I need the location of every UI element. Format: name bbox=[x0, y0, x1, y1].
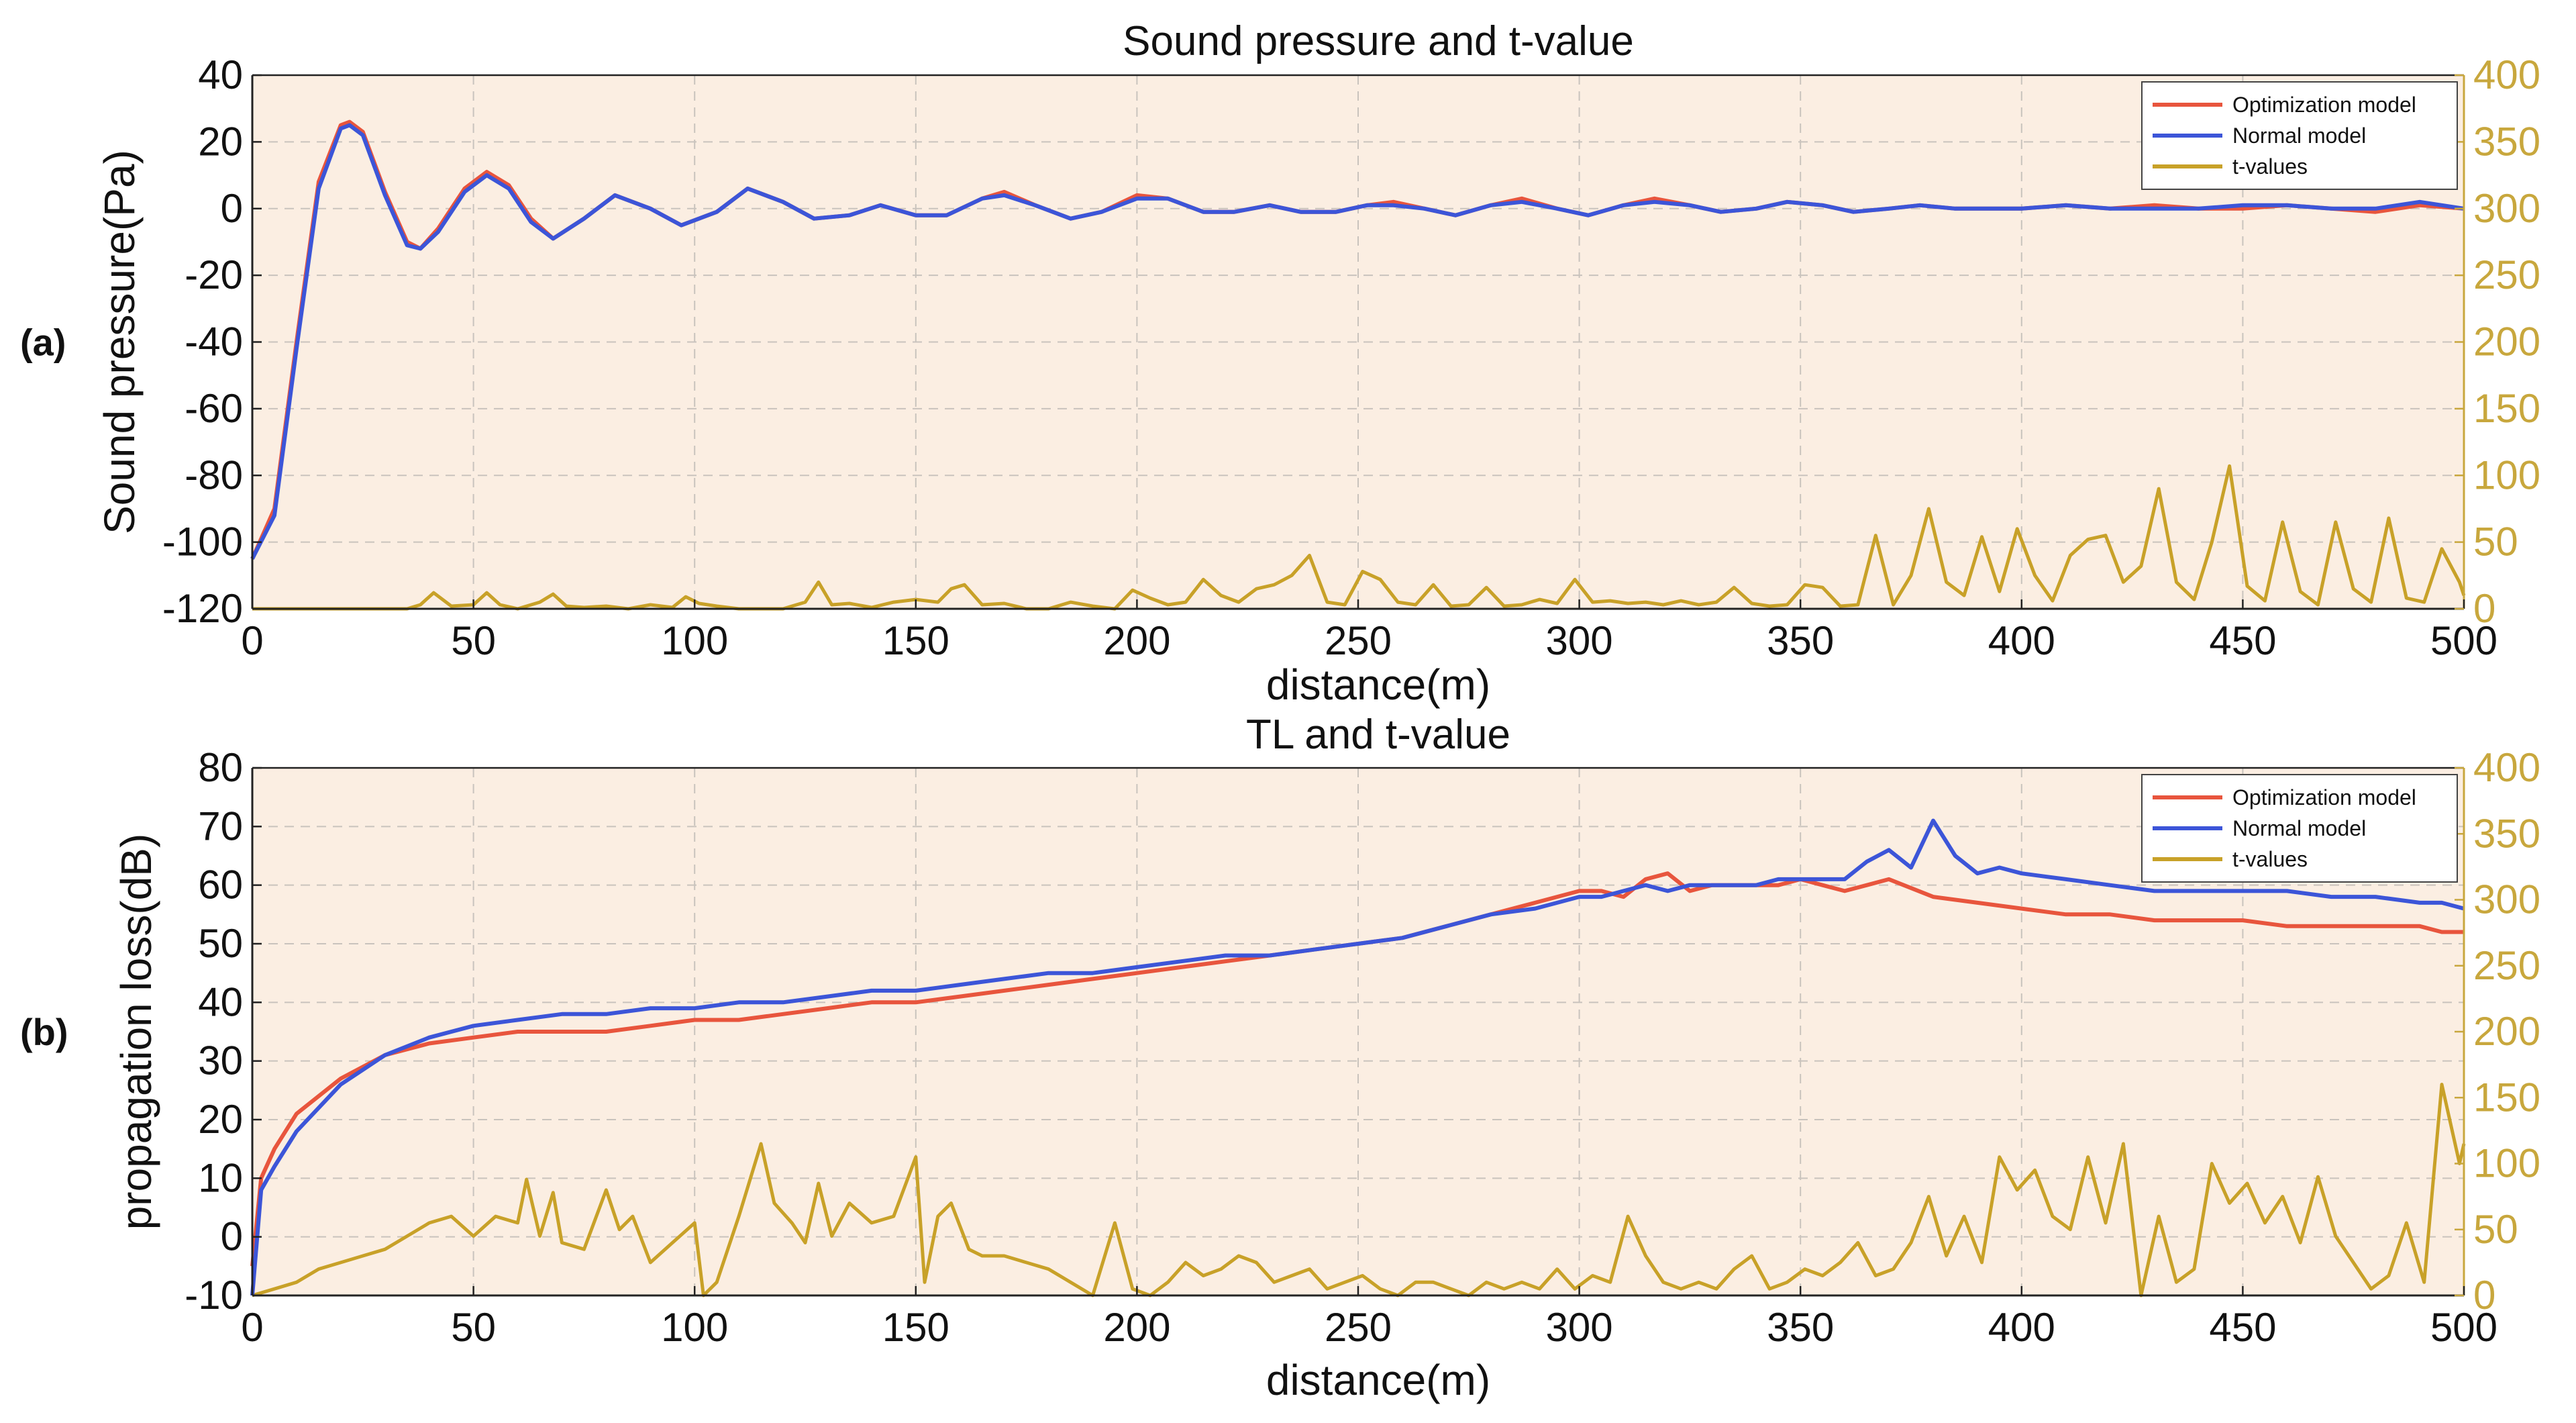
y2-tick-label: 50 bbox=[2473, 520, 2518, 565]
chart-title: Sound pressure and t-value bbox=[1123, 18, 1634, 64]
x-tick-label: 400 bbox=[1988, 618, 2055, 663]
x-tick-label: 100 bbox=[661, 1305, 728, 1350]
legend: Optimization model Normal model t-values bbox=[2141, 774, 2458, 883]
y-tick-label: -80 bbox=[185, 452, 243, 497]
x-tick-label: 50 bbox=[451, 1305, 496, 1350]
y2-tick-label: 150 bbox=[2473, 386, 2540, 431]
x-tick-label: 0 bbox=[241, 618, 263, 663]
y-tick-label: 30 bbox=[198, 1038, 243, 1083]
x-tick-label: 350 bbox=[1767, 1305, 1834, 1350]
y2-tick-label: 250 bbox=[2473, 252, 2540, 297]
y2-tick-label: 250 bbox=[2473, 943, 2540, 988]
y2-tick-label: 300 bbox=[2473, 186, 2540, 231]
x-tick-label: 100 bbox=[661, 618, 728, 663]
series-line-normal-model bbox=[250, 818, 2465, 1296]
y2-tick-label: 0 bbox=[2473, 586, 2495, 631]
x-tick-label: 250 bbox=[1325, 618, 1392, 663]
y2-tick-label: 200 bbox=[2473, 1009, 2540, 1054]
x-axis-label: distance(m) bbox=[1266, 1356, 1490, 1404]
y-axis-label: propagation loss(dB) bbox=[112, 834, 160, 1230]
x-tick-label: 450 bbox=[2209, 1305, 2276, 1350]
x-tick-label: 150 bbox=[882, 618, 949, 663]
legend-label: Optimization model bbox=[2232, 93, 2416, 117]
x-tick-label: 450 bbox=[2209, 618, 2276, 663]
x-tick-label: 200 bbox=[1103, 618, 1170, 663]
panel-label: (a) bbox=[20, 322, 66, 364]
y-tick-label: 0 bbox=[221, 1214, 243, 1259]
y2-tick-label: 150 bbox=[2473, 1075, 2540, 1120]
y-tick-label: -60 bbox=[185, 386, 243, 431]
x-tick-label: 200 bbox=[1103, 1305, 1170, 1350]
y2-tick-label: 100 bbox=[2473, 1141, 2540, 1186]
panel-b: 0 50 100 150 200 250 300 350 400 450 500-100102030… bbox=[20, 712, 2540, 1404]
y2-tick-label: 50 bbox=[2473, 1207, 2518, 1252]
x-axis-label: distance(m) bbox=[1266, 660, 1490, 709]
x-tick-label: 500 bbox=[2430, 618, 2497, 663]
chart-title: TL and t-value bbox=[1246, 712, 1510, 758]
x-tick-label: 150 bbox=[882, 1305, 949, 1350]
legend-label: t-values bbox=[2232, 154, 2308, 179]
x-tick-label: 0 bbox=[241, 1305, 263, 1350]
panel-a: 0 50 100 150 200 250 300 350 400 450 500-120-100-8… bbox=[20, 18, 2540, 709]
y-tick-label: -20 bbox=[185, 252, 243, 297]
y2-tick-label: 350 bbox=[2473, 119, 2540, 164]
y-tick-label: 40 bbox=[198, 52, 243, 97]
y2-tick-label: 400 bbox=[2473, 52, 2540, 97]
y-tick-label: -40 bbox=[185, 320, 243, 364]
y2-tick-label: 0 bbox=[2473, 1273, 2495, 1318]
y2-tick-label: 200 bbox=[2473, 320, 2540, 364]
legend: Optimization model Normal model t-values bbox=[2141, 81, 2458, 190]
y-tick-label: 70 bbox=[198, 803, 243, 848]
y-axis-label: Sound pressure(Pa) bbox=[95, 150, 144, 534]
series-line-t-values bbox=[252, 464, 2466, 611]
y-tick-label: 60 bbox=[198, 863, 243, 907]
y2-tick-label: 350 bbox=[2473, 811, 2540, 856]
y-tick-label: -10 bbox=[185, 1273, 243, 1318]
x-tick-label: 300 bbox=[1546, 1305, 1613, 1350]
y-tick-label: 50 bbox=[198, 921, 243, 966]
legend-label: Optimization model bbox=[2232, 785, 2416, 809]
x-tick-label: 300 bbox=[1546, 618, 1613, 663]
y2-tick-label: 100 bbox=[2473, 452, 2540, 497]
y-tick-label: 20 bbox=[198, 1097, 243, 1142]
y-tick-label: 40 bbox=[198, 979, 243, 1024]
x-tick-label: 500 bbox=[2430, 1305, 2497, 1350]
series-line-t-values bbox=[252, 1083, 2466, 1297]
series-line-normal-model bbox=[250, 123, 2465, 560]
y-tick-label: 10 bbox=[198, 1155, 243, 1200]
x-tick-label: 400 bbox=[1988, 1305, 2055, 1350]
y-tick-label: -100 bbox=[162, 520, 243, 565]
y-tick-label: -120 bbox=[162, 586, 243, 631]
y2-tick-label: 300 bbox=[2473, 877, 2540, 922]
legend-label: Normal model bbox=[2232, 816, 2366, 840]
legend-label: Normal model bbox=[2232, 124, 2366, 148]
panel-label: (b) bbox=[20, 1011, 68, 1053]
x-tick-label: 350 bbox=[1767, 618, 1834, 663]
x-tick-label: 50 bbox=[451, 618, 496, 663]
y-tick-label: 0 bbox=[221, 186, 243, 231]
legend-label: t-values bbox=[2232, 847, 2308, 871]
y2-tick-label: 400 bbox=[2473, 745, 2540, 790]
y-tick-label: 80 bbox=[198, 745, 243, 790]
x-tick-label: 250 bbox=[1325, 1305, 1392, 1350]
y-tick-label: 20 bbox=[198, 119, 243, 164]
